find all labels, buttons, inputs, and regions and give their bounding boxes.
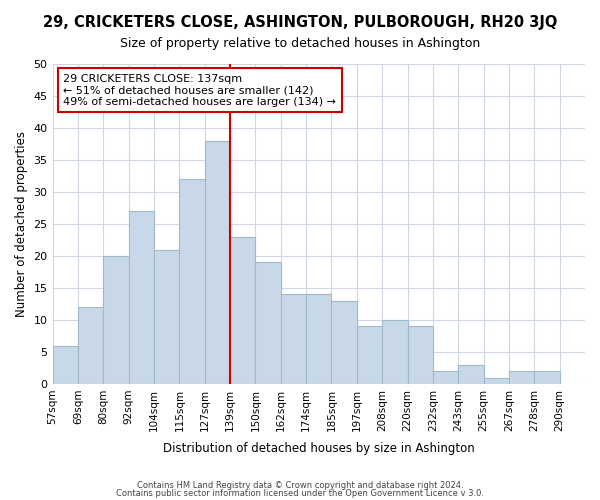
Bar xyxy=(53,346,78,384)
Text: Contains public sector information licensed under the Open Government Licence v : Contains public sector information licen… xyxy=(116,488,484,498)
Bar xyxy=(433,371,458,384)
Bar xyxy=(306,294,331,384)
Bar xyxy=(179,179,205,384)
Bar xyxy=(407,326,433,384)
Bar xyxy=(103,256,128,384)
Bar xyxy=(256,262,281,384)
Bar xyxy=(205,141,230,384)
X-axis label: Distribution of detached houses by size in Ashington: Distribution of detached houses by size … xyxy=(163,442,475,455)
Bar xyxy=(509,371,534,384)
Bar xyxy=(534,371,560,384)
Bar xyxy=(78,307,103,384)
Bar xyxy=(331,300,357,384)
Bar xyxy=(357,326,382,384)
Bar xyxy=(281,294,306,384)
Text: Contains HM Land Registry data © Crown copyright and database right 2024.: Contains HM Land Registry data © Crown c… xyxy=(137,481,463,490)
Bar xyxy=(382,320,407,384)
Bar xyxy=(458,364,484,384)
Bar xyxy=(230,236,256,384)
Text: Size of property relative to detached houses in Ashington: Size of property relative to detached ho… xyxy=(120,38,480,51)
Bar xyxy=(154,250,179,384)
Text: 29 CRICKETERS CLOSE: 137sqm
← 51% of detached houses are smaller (142)
49% of se: 29 CRICKETERS CLOSE: 137sqm ← 51% of det… xyxy=(63,74,336,107)
Y-axis label: Number of detached properties: Number of detached properties xyxy=(15,131,28,317)
Bar xyxy=(484,378,509,384)
Bar xyxy=(128,211,154,384)
Text: 29, CRICKETERS CLOSE, ASHINGTON, PULBOROUGH, RH20 3JQ: 29, CRICKETERS CLOSE, ASHINGTON, PULBORO… xyxy=(43,15,557,30)
